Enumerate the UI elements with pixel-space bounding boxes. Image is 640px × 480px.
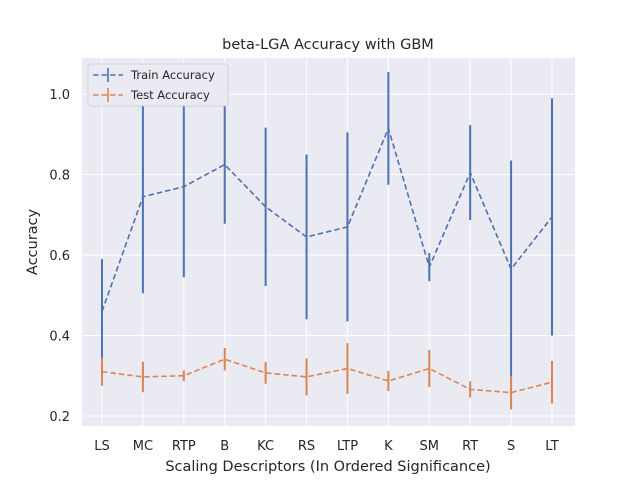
test-series-line: [101, 358, 553, 394]
x-tick-label: RS: [298, 439, 315, 454]
x-tick-label: RTP: [172, 439, 196, 454]
x-tick-label: SM: [420, 439, 439, 454]
legend-label-train: Train Accuracy: [130, 68, 215, 82]
plot-area: [82, 58, 575, 426]
y-tick-label: 1.0: [49, 88, 70, 103]
x-axis-title: Scaling Descriptors (In Ordered Signific…: [165, 459, 490, 475]
x-tick-label: MC: [133, 439, 153, 454]
series-layer: [101, 72, 553, 410]
y-tick-label: 0.4: [49, 330, 70, 345]
legend: Train Accuracy Test Accuracy: [87, 63, 229, 107]
tick-layer: LS MC RTP B KC RS LTP K SM RT S LT 0.2 0.4 0.6 0.8 1.0: [49, 88, 558, 454]
x-tick-label: LT: [545, 439, 558, 454]
x-tick-label: B: [220, 439, 229, 454]
y-axis-title: Accuracy: [25, 208, 41, 275]
x-tick-label: LTP: [337, 439, 358, 454]
y-tick-label: 0.6: [49, 249, 70, 264]
y-tick-label: 0.2: [49, 410, 70, 425]
x-tick-label: S: [507, 439, 515, 454]
x-tick-label: RT: [462, 439, 478, 454]
legend-label-test: Test Accuracy: [130, 88, 210, 102]
x-tick-label: LS: [94, 439, 110, 454]
y-tick-label: 0.8: [49, 169, 70, 184]
chart-title: beta-LGA Accuracy with GBM: [222, 37, 434, 53]
train-series-line: [101, 126, 553, 312]
x-tick-label: KC: [257, 439, 274, 454]
x-tick-label: K: [384, 439, 393, 454]
